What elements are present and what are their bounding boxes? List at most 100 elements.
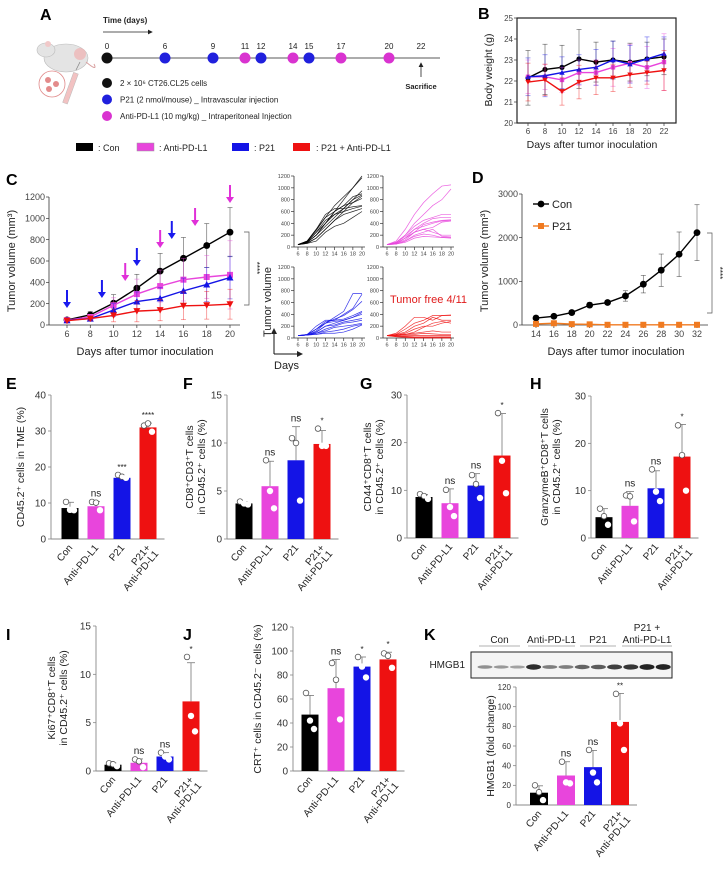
replicate-point bbox=[183, 653, 191, 661]
replicate-point bbox=[616, 720, 624, 727]
blot-band bbox=[542, 665, 558, 669]
series-line bbox=[535, 232, 698, 319]
x-tick-label: 10 bbox=[402, 343, 408, 349]
bar-group-anti: ns bbox=[87, 489, 105, 539]
individual-tumor-line bbox=[386, 315, 451, 336]
replicate-point bbox=[450, 512, 458, 520]
data-point bbox=[226, 228, 234, 236]
bar-con bbox=[415, 497, 433, 538]
replicate-point bbox=[535, 789, 543, 796]
x-axis-label: Days bbox=[274, 360, 300, 372]
treatment-arrowhead-icon bbox=[226, 197, 234, 203]
y-axis-label: Tumor volume (mm³) bbox=[6, 210, 18, 312]
replicate-point bbox=[589, 769, 597, 776]
replicate-point bbox=[70, 507, 78, 514]
data-point bbox=[533, 320, 539, 327]
individual-tumor-line bbox=[297, 195, 363, 245]
bar-p21 bbox=[467, 485, 485, 538]
x-tick-label: 14 bbox=[332, 343, 338, 349]
x-tick-label: 16 bbox=[609, 127, 618, 136]
x-tick-label: 22 bbox=[660, 127, 669, 136]
significance-label: **** bbox=[715, 267, 724, 279]
data-point bbox=[542, 77, 548, 83]
data-point bbox=[525, 79, 531, 85]
y-tick-label: 400 bbox=[281, 312, 290, 318]
replicate-point bbox=[600, 513, 608, 520]
replicate-point bbox=[302, 689, 310, 697]
y-tick-label: 800 bbox=[370, 289, 379, 295]
y-tick-label: 23 bbox=[504, 56, 513, 65]
blot-band bbox=[558, 665, 574, 669]
timeline-title: Time (days) bbox=[103, 16, 148, 25]
bar-group-anti: ns bbox=[130, 746, 148, 771]
y-tick-label: 1000 bbox=[278, 186, 290, 192]
y-tick-label: 600 bbox=[281, 300, 290, 306]
significance-label: ns bbox=[291, 414, 302, 425]
y-tick-label: 1000 bbox=[498, 276, 518, 286]
group-legend-label: : P21 bbox=[254, 143, 275, 153]
data-point bbox=[610, 75, 616, 81]
y-tick-label: 10 bbox=[211, 439, 223, 450]
timeline-day-label: 17 bbox=[337, 42, 346, 51]
data-point bbox=[693, 229, 701, 237]
blot-protein-label: HMGB1 bbox=[429, 660, 465, 671]
replicate-point bbox=[678, 451, 686, 459]
data-point bbox=[203, 280, 211, 288]
blot-group-label: P21 bbox=[589, 635, 607, 646]
significance-label: ** bbox=[617, 681, 623, 690]
significance-label: ns bbox=[134, 746, 145, 757]
bar-anti bbox=[621, 505, 639, 538]
bar-group-combo: **** bbox=[139, 411, 157, 539]
y-tick-label: 40 bbox=[35, 391, 47, 402]
y-tick-label: 5 bbox=[85, 718, 91, 729]
x-tick-label: 12 bbox=[575, 127, 584, 136]
data-point bbox=[226, 274, 234, 281]
data-point bbox=[110, 312, 118, 319]
y-tick-label: 30 bbox=[391, 391, 403, 402]
x-tick-label: 16 bbox=[549, 329, 559, 339]
replicate-point bbox=[306, 717, 314, 724]
data-point bbox=[657, 266, 665, 274]
series-line bbox=[66, 303, 231, 322]
y-tick-label: 600 bbox=[30, 256, 45, 266]
treatment-timeline: Time (days) 0 6 9 11 12 14 15 17 20 22 Sacrifice 2 ×… bbox=[101, 16, 440, 121]
legend-label: P21 bbox=[552, 221, 572, 233]
series-line bbox=[66, 231, 231, 321]
x-axis-label: Days after tumor inoculation bbox=[527, 139, 658, 151]
x-tick-label: 18 bbox=[350, 252, 356, 258]
replicate-point bbox=[139, 763, 147, 771]
timeline-dot-anti bbox=[335, 52, 347, 64]
category-label: P21 bbox=[578, 809, 598, 830]
x-tick-label: 14 bbox=[421, 343, 427, 349]
data-point bbox=[550, 312, 558, 320]
y-tick-label: 400 bbox=[281, 221, 290, 227]
blot-group-label: P21 + bbox=[634, 623, 661, 634]
treatment-arrowhead-icon bbox=[132, 260, 141, 266]
y-tick-label: 20 bbox=[35, 463, 47, 474]
significance-label: * bbox=[189, 645, 192, 654]
category-label: P21 bbox=[461, 542, 481, 563]
bar-group-p21: ns bbox=[647, 456, 665, 538]
legend-swatch-anti bbox=[136, 142, 155, 152]
treatment-arrowhead-icon bbox=[156, 242, 165, 248]
y-tick-label: 10 bbox=[80, 670, 92, 681]
replicate-point bbox=[262, 457, 270, 464]
x-tick-label: 6 bbox=[296, 252, 299, 258]
series-line bbox=[66, 274, 231, 321]
y-tick-label: 40 bbox=[502, 761, 511, 770]
replicate-point bbox=[494, 409, 502, 417]
data-point bbox=[644, 70, 650, 76]
y-tick-label: 1200 bbox=[367, 265, 379, 271]
bar-con bbox=[235, 503, 253, 539]
replicate-point bbox=[266, 487, 274, 495]
y-tick-label: 0 bbox=[287, 336, 290, 342]
timeline-day-label: 11 bbox=[241, 42, 250, 51]
significance-label: ns bbox=[445, 476, 456, 487]
bar-anti bbox=[327, 688, 345, 771]
x-tick-label: 16 bbox=[430, 343, 436, 349]
bar-combo bbox=[139, 427, 157, 539]
panel-label-d: D bbox=[472, 170, 484, 187]
legend-swatch-combo bbox=[293, 143, 310, 151]
